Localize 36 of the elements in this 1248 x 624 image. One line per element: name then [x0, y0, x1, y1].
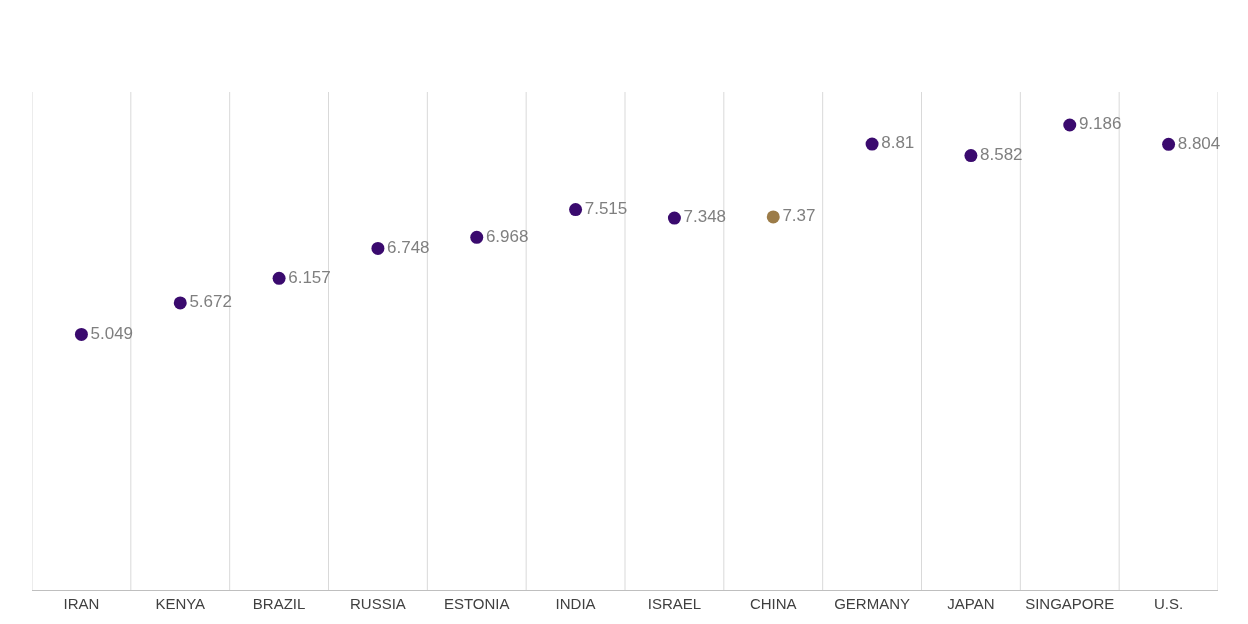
- data-label: 7.515: [584, 198, 628, 218]
- point: [173, 296, 187, 310]
- x-tick-label: JAPAN: [947, 595, 995, 612]
- data-label: 7.37: [782, 206, 816, 226]
- x-tick-label: KENYA: [155, 595, 206, 612]
- point: [964, 149, 978, 163]
- point: [1162, 137, 1176, 151]
- x-tick-label: U.S.: [1153, 595, 1184, 612]
- data-label: 8.582: [980, 144, 1023, 164]
- point: [1063, 118, 1077, 132]
- x-tick-label: INDIA: [555, 595, 596, 612]
- point: [272, 271, 286, 285]
- data-label: 9.186: [1078, 114, 1122, 134]
- data-label: 7.348: [683, 207, 727, 227]
- data-label: 5.049: [90, 323, 134, 343]
- x-tick-label: SINGAPORE: [1025, 595, 1115, 612]
- x-tick-label: IRAN: [63, 595, 100, 612]
- point: [74, 327, 88, 341]
- data-label: 8.81: [881, 133, 915, 153]
- x-tick-label: RUSSIA: [349, 595, 406, 612]
- data-label: 5.672: [189, 292, 232, 312]
- data-label: 8.804: [1177, 133, 1221, 153]
- x-tick-label: BRAZIL: [252, 595, 306, 612]
- data-label: 6.748: [387, 237, 430, 257]
- data-label: 6.968: [485, 226, 529, 246]
- point: [766, 210, 780, 224]
- point: [470, 230, 484, 244]
- x-tick-label: ESTONIA: [443, 595, 510, 612]
- data-label: 6.157: [288, 267, 331, 287]
- point: [371, 241, 385, 255]
- x-tick-label: GERMANY: [834, 595, 910, 612]
- x-tick-label: CHINA: [749, 595, 797, 612]
- point: [569, 203, 583, 217]
- point: [667, 211, 681, 225]
- point: [865, 137, 879, 151]
- x-tick-label: ISRAEL: [647, 595, 702, 612]
